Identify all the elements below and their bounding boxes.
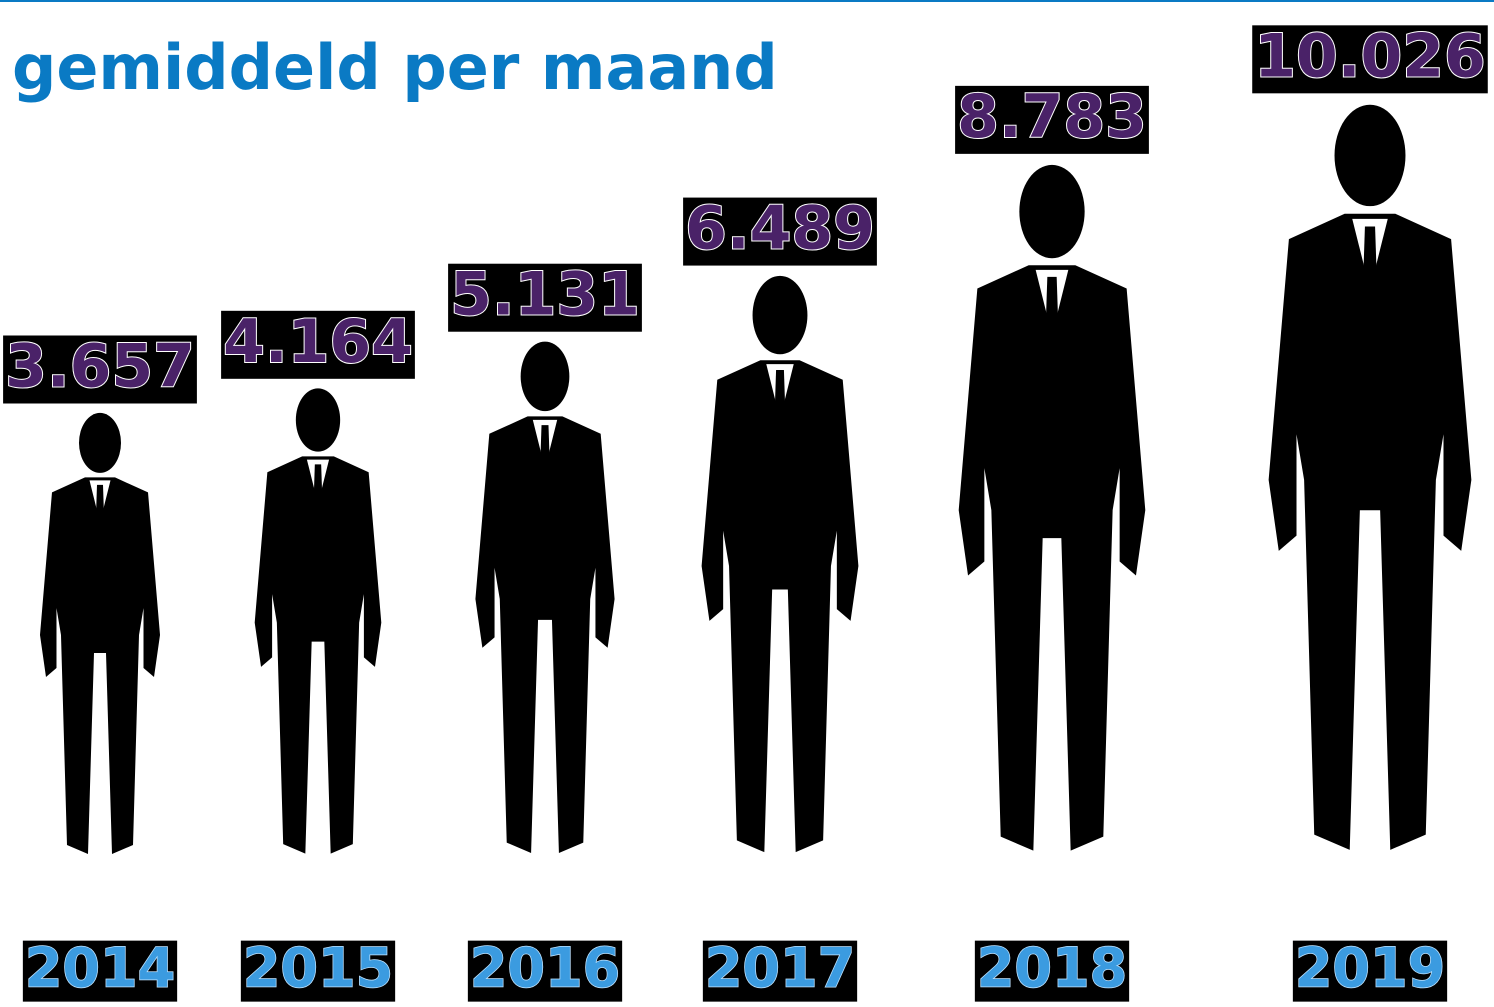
person-figure [1269, 105, 1472, 850]
person-figure [475, 342, 614, 853]
top-rule [0, 0, 1494, 2]
tie [774, 370, 786, 441]
head [1335, 105, 1406, 206]
chart: gemiddeld per maand 3.657 2014 4.164 2015 5.… [0, 0, 1494, 1007]
x-tick-label: 2019 [1295, 937, 1445, 1000]
tie [540, 425, 550, 488]
head [1019, 165, 1084, 258]
person-figure [702, 276, 859, 852]
value-label: 10.026 [1254, 21, 1486, 91]
chart-title: gemiddeld per maand [12, 31, 778, 104]
value-label: 6.489 [685, 194, 875, 264]
person-figure [255, 388, 382, 853]
x-tick-label: 2017 [705, 937, 855, 1000]
head [521, 342, 570, 412]
x-tick-label: 2016 [470, 937, 620, 1000]
head [753, 276, 808, 354]
tie [95, 485, 104, 539]
x-tick-label: 2014 [25, 937, 175, 1000]
value-label: 3.657 [5, 331, 195, 401]
person-figure [959, 165, 1146, 851]
x-tick-label: 2018 [977, 937, 1127, 1000]
tie [1362, 226, 1377, 317]
person-figure [40, 413, 160, 854]
head [296, 388, 340, 451]
value-label: 5.131 [450, 260, 640, 330]
head [79, 413, 121, 473]
tie [313, 464, 322, 521]
x-tick-label: 2015 [243, 937, 393, 1000]
tie [1045, 277, 1059, 361]
value-label: 8.783 [957, 82, 1147, 152]
value-label: 4.164 [223, 307, 413, 377]
